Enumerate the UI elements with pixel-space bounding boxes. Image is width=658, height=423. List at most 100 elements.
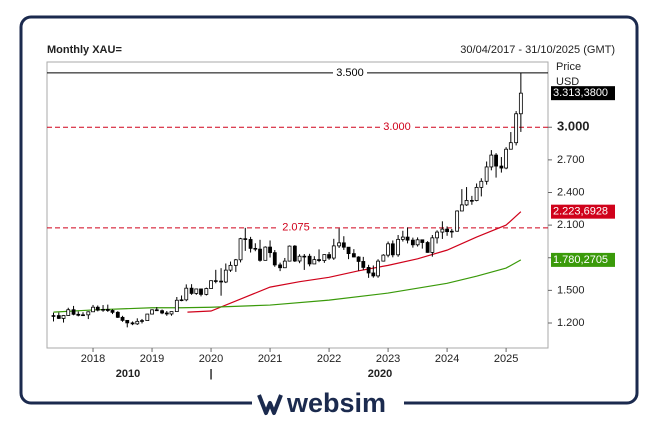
candle-body bbox=[243, 238, 248, 240]
candle-body bbox=[184, 287, 189, 301]
ma-line bbox=[187, 211, 522, 313]
last-value-box bbox=[551, 252, 615, 267]
candle-body bbox=[396, 238, 401, 256]
candle-body bbox=[405, 236, 410, 241]
x-tick-label: 2021 bbox=[258, 353, 282, 365]
candle-body bbox=[449, 230, 454, 233]
candle-body bbox=[263, 246, 268, 261]
candle-body bbox=[464, 200, 469, 206]
candle-body bbox=[204, 288, 209, 295]
candle-body bbox=[474, 186, 479, 201]
candle-body bbox=[51, 315, 56, 317]
candle-body bbox=[95, 306, 100, 311]
candle-body bbox=[445, 228, 449, 233]
candle-body bbox=[76, 313, 81, 316]
y-tick-label: 2.400 bbox=[557, 186, 585, 198]
x-tick-label: 2020 bbox=[199, 353, 223, 365]
candle-body bbox=[508, 142, 513, 150]
candle-body bbox=[258, 248, 262, 261]
level-label-bg bbox=[333, 66, 367, 79]
candle-body bbox=[351, 253, 356, 258]
candle-body bbox=[287, 245, 292, 262]
candle-body bbox=[400, 236, 405, 240]
plot: 3.500 3.000 2.075 bbox=[47, 67, 552, 352]
candle-body bbox=[499, 165, 504, 169]
candle-body bbox=[71, 309, 76, 315]
candle-body bbox=[223, 269, 228, 283]
last-value-label: 2.223,6928 bbox=[553, 206, 608, 218]
candle-body bbox=[66, 309, 71, 316]
candle-body bbox=[455, 210, 460, 232]
candle-body bbox=[179, 299, 184, 302]
candle-body bbox=[169, 311, 174, 315]
last-value-label: 3.313,3800 bbox=[553, 87, 608, 99]
candle-body bbox=[514, 113, 519, 144]
y-tick-label: 1.200 bbox=[557, 317, 585, 329]
candle-body bbox=[410, 239, 415, 246]
axis-label: Price bbox=[556, 61, 581, 73]
candle-body bbox=[331, 245, 336, 259]
candle-body bbox=[337, 242, 342, 247]
x-tick-label: 2022 bbox=[317, 353, 341, 365]
level-label: 3.500 bbox=[336, 67, 364, 79]
lower-label: | bbox=[209, 368, 212, 380]
candle-body bbox=[302, 255, 307, 258]
candle-body bbox=[86, 311, 91, 316]
candle-body bbox=[253, 247, 258, 250]
candle-body bbox=[440, 228, 445, 233]
candle-body bbox=[268, 246, 272, 254]
candle-body bbox=[278, 264, 282, 269]
candle-body bbox=[386, 243, 390, 256]
candle-body bbox=[174, 299, 179, 312]
candle-body bbox=[504, 148, 509, 169]
candle-body bbox=[213, 280, 218, 282]
candle-body bbox=[322, 254, 327, 261]
candle-body bbox=[307, 255, 312, 265]
y-tick-label: 3.000 bbox=[557, 119, 590, 134]
candle-body bbox=[164, 312, 169, 315]
x-tick-label: 2023 bbox=[376, 353, 400, 365]
candle-body bbox=[219, 280, 223, 283]
candle-body bbox=[494, 154, 498, 167]
candle-body bbox=[312, 259, 317, 265]
candle-body bbox=[459, 204, 464, 212]
ma-line bbox=[53, 259, 522, 313]
candle-body bbox=[415, 239, 420, 246]
candle-body bbox=[430, 237, 435, 253]
candle-body bbox=[390, 243, 395, 256]
candle-body bbox=[160, 310, 164, 314]
candle-body bbox=[140, 320, 144, 322]
x-tick-label: 2025 bbox=[494, 353, 518, 365]
candle-body bbox=[272, 252, 277, 266]
candle-body bbox=[228, 264, 233, 271]
candle-body bbox=[327, 254, 331, 259]
candle-body bbox=[366, 267, 371, 274]
candle-body bbox=[435, 231, 439, 239]
candle-body bbox=[518, 92, 523, 115]
candle-body bbox=[130, 322, 135, 325]
candle-body bbox=[381, 254, 386, 262]
x-tick-label: 2024 bbox=[435, 353, 459, 365]
level-label: 2.075 bbox=[282, 222, 310, 234]
candle-body bbox=[91, 306, 95, 313]
candle-body bbox=[484, 166, 489, 182]
candle-body bbox=[120, 316, 125, 321]
candle-body bbox=[297, 255, 302, 262]
candle-body bbox=[81, 314, 85, 317]
logo-text: websim bbox=[286, 388, 386, 418]
candle-body bbox=[346, 246, 351, 255]
level-label-bg bbox=[380, 121, 414, 134]
candle-body bbox=[469, 200, 474, 202]
axis-label: USD bbox=[556, 76, 579, 88]
last-value-box bbox=[551, 204, 615, 219]
candle-body bbox=[317, 259, 321, 261]
candle-body bbox=[135, 320, 140, 325]
candle-body bbox=[479, 180, 484, 188]
lower-label: 2010 bbox=[116, 368, 140, 380]
candle-body bbox=[145, 313, 150, 321]
level-label: 3.000 bbox=[383, 121, 411, 133]
last-value-label: 1.780,2705 bbox=[553, 254, 608, 266]
candle-body bbox=[209, 280, 213, 289]
logo-icon bbox=[257, 394, 283, 415]
